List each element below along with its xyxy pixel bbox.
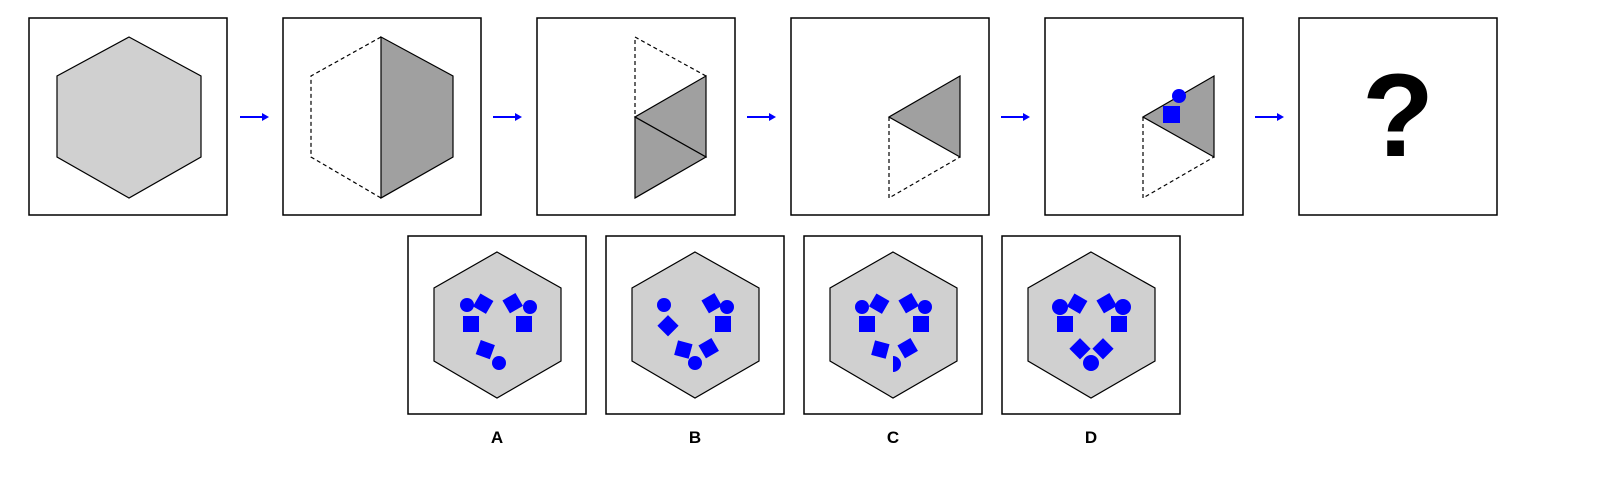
square (463, 316, 479, 332)
step-3-panel (536, 17, 736, 216)
square (472, 293, 494, 314)
square (1096, 292, 1117, 314)
circle (720, 300, 734, 314)
square (913, 316, 929, 332)
step-1-panel (28, 17, 228, 216)
circle (657, 298, 671, 312)
dashed-lower-triangle (1142, 117, 1215, 200)
arrow-5 (1255, 113, 1284, 121)
arrow-head (515, 113, 522, 121)
arrow-head (769, 113, 776, 121)
step-4-panel (790, 17, 990, 216)
cut-circle (1172, 89, 1186, 103)
circle (460, 298, 474, 312)
square (698, 337, 719, 359)
circle (1115, 299, 1131, 315)
square (502, 292, 523, 314)
option-b[interactable]: B (605, 235, 785, 447)
arrow-3 (747, 113, 776, 121)
cut-shapes (460, 292, 537, 370)
folded-right-half (380, 35, 454, 200)
circle (1083, 355, 1099, 371)
option-label: C (887, 428, 899, 447)
folded-triangle (887, 74, 961, 159)
question-mark: ? (1362, 50, 1434, 182)
square (898, 292, 919, 314)
square (1111, 316, 1127, 332)
circle (1052, 299, 1068, 315)
hexagon (631, 251, 760, 399)
step-5-panel (1044, 17, 1244, 216)
square (871, 340, 890, 359)
bottom-triangle (634, 115, 708, 200)
dashed-lower-triangle (888, 117, 961, 200)
square (897, 337, 918, 359)
circle (492, 356, 506, 370)
square (701, 292, 722, 314)
half-circle (893, 356, 901, 372)
square (1057, 316, 1073, 332)
square (859, 316, 875, 332)
circle (918, 300, 932, 314)
arrow-head (1277, 113, 1284, 121)
square (1066, 293, 1088, 314)
hexagon (829, 251, 958, 399)
arrow-head (1023, 113, 1030, 121)
arrow-head (262, 113, 269, 121)
arrow-1 (240, 113, 269, 121)
option-label: A (491, 428, 503, 447)
hexagon (1027, 251, 1156, 399)
step-6-panel: ? (1298, 17, 1498, 216)
hexagon (433, 251, 562, 399)
square (475, 340, 495, 360)
circle (855, 300, 869, 314)
cut-square (1163, 106, 1180, 123)
panel-frame (1298, 17, 1498, 216)
dashed-top-triangle (634, 35, 707, 117)
hexagon-full (56, 36, 202, 199)
dashed-left-half (310, 36, 382, 199)
arrow-4 (1001, 113, 1030, 121)
square (657, 315, 679, 337)
square (674, 340, 693, 359)
cut-shapes (657, 292, 734, 370)
circle (523, 300, 537, 314)
square (715, 316, 731, 332)
option-c[interactable]: C (803, 235, 983, 447)
circle (688, 356, 702, 370)
option-a[interactable]: A (407, 235, 587, 447)
cut-shapes (855, 292, 932, 372)
option-d[interactable]: D (1001, 235, 1181, 447)
square (868, 293, 890, 314)
option-label: D (1085, 428, 1097, 447)
arrow-2 (493, 113, 522, 121)
step-2-panel (282, 17, 482, 216)
option-label: B (689, 428, 701, 447)
square (516, 316, 532, 332)
